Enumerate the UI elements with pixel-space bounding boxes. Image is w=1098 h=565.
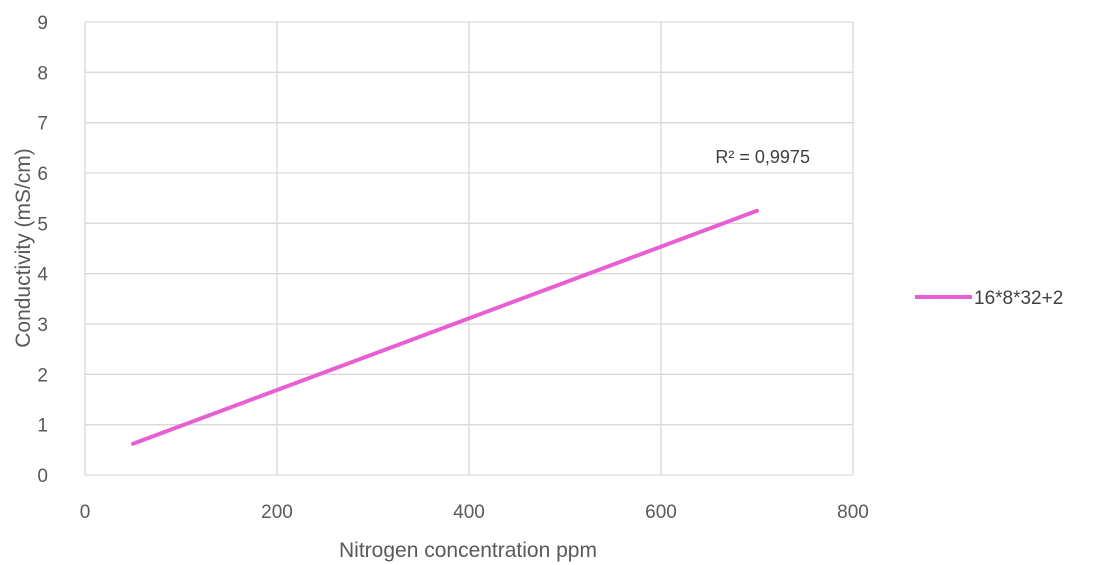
x-tick-label: 600 — [645, 502, 677, 523]
legend-label: 16*8*32+2 — [974, 288, 1063, 309]
x-axis-ticks: 0 200 400 600 800 — [80, 502, 869, 523]
y-tick-label: 5 — [37, 214, 48, 235]
y-axis-ticks: 0 1 2 3 4 5 6 7 8 9 — [37, 13, 48, 487]
x-tick-label: 0 — [80, 502, 91, 523]
r-squared-annotation: R² = 0,9975 — [715, 147, 810, 167]
y-tick-label: 3 — [37, 315, 48, 336]
annotations: R² = 0,9975 — [715, 147, 810, 167]
y-tick-label: 8 — [37, 63, 48, 84]
x-tick-label: 200 — [261, 502, 293, 523]
series-line — [131, 208, 759, 446]
y-tick-label: 2 — [37, 365, 48, 386]
y-tick-label: 4 — [37, 265, 48, 286]
y-tick-label: 9 — [37, 13, 48, 34]
legend: 16*8*32+2 — [915, 288, 1063, 309]
y-tick-label: 1 — [37, 416, 48, 437]
y-tick-label: 7 — [37, 114, 48, 135]
y-tick-label: 6 — [37, 164, 48, 185]
x-tick-label: 400 — [453, 502, 485, 523]
x-tick-label: 800 — [837, 502, 869, 523]
y-tick-label: 0 — [37, 466, 48, 487]
series-layer — [131, 208, 759, 446]
y-axis-title: Conductivity (mS/cm) — [12, 148, 35, 348]
grid — [84, 21, 854, 476]
x-axis-title: Nitrogen concentration ppm — [339, 539, 597, 562]
